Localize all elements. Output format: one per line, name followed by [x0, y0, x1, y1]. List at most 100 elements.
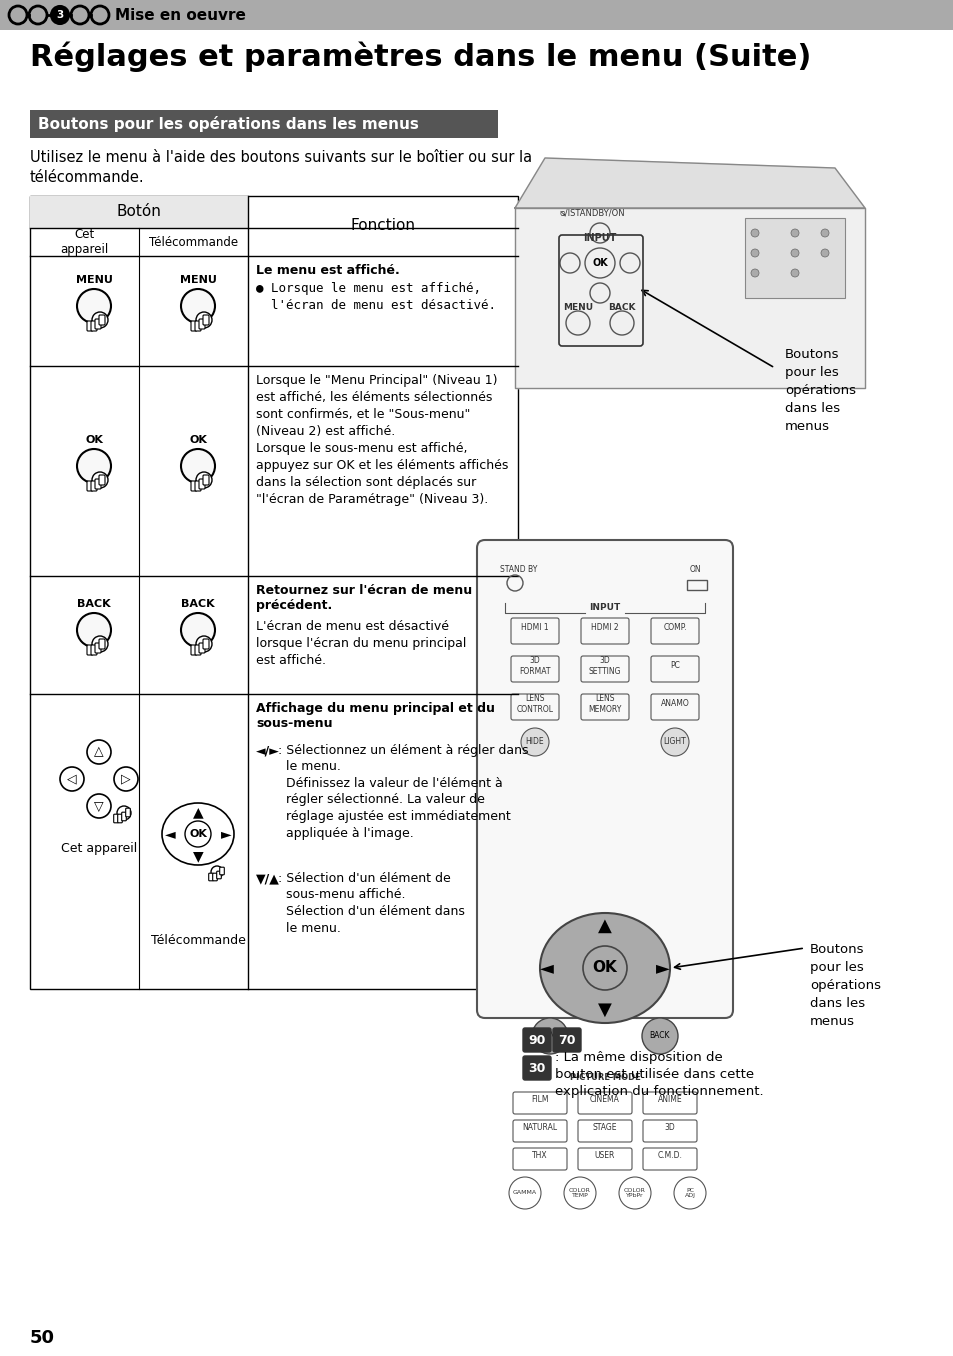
Text: Boutons pour les opérations dans les menus: Boutons pour les opérations dans les men…: [38, 117, 418, 132]
Text: 90: 90: [528, 1033, 545, 1047]
Text: Cet
appareil: Cet appareil: [60, 228, 109, 256]
FancyBboxPatch shape: [87, 321, 92, 331]
Circle shape: [750, 250, 759, 258]
FancyBboxPatch shape: [194, 645, 201, 655]
Circle shape: [609, 311, 634, 335]
Text: CINEMA: CINEMA: [590, 1096, 619, 1105]
Ellipse shape: [539, 913, 669, 1022]
Text: BACK: BACK: [649, 1032, 670, 1040]
FancyBboxPatch shape: [113, 814, 118, 823]
FancyBboxPatch shape: [553, 1028, 580, 1052]
Text: ◄: ◄: [165, 827, 175, 841]
Text: OK: OK: [592, 258, 607, 268]
Text: MENU: MENU: [179, 275, 216, 285]
Circle shape: [211, 866, 223, 877]
Text: HIDE: HIDE: [525, 738, 544, 747]
FancyBboxPatch shape: [199, 479, 205, 490]
Text: STAGE: STAGE: [592, 1124, 617, 1132]
Circle shape: [584, 248, 615, 278]
FancyBboxPatch shape: [91, 481, 97, 491]
Text: PC: PC: [669, 662, 679, 670]
Text: Télécommande: Télécommande: [151, 934, 245, 946]
Circle shape: [589, 222, 609, 243]
Text: Mise en oeuvre: Mise en oeuvre: [115, 8, 246, 23]
Text: ● Lorsque le menu est affiché,
  l'écran de menu est désactivé.: ● Lorsque le menu est affiché, l'écran d…: [255, 282, 496, 312]
Circle shape: [195, 472, 212, 488]
Text: ►: ►: [220, 827, 231, 841]
Text: FILM: FILM: [531, 1096, 548, 1105]
FancyBboxPatch shape: [95, 319, 101, 330]
Circle shape: [51, 5, 69, 24]
FancyBboxPatch shape: [213, 873, 217, 881]
FancyBboxPatch shape: [194, 481, 201, 491]
Circle shape: [117, 805, 131, 820]
FancyBboxPatch shape: [99, 315, 105, 325]
FancyBboxPatch shape: [95, 479, 101, 490]
Text: THX: THX: [532, 1151, 547, 1161]
Circle shape: [790, 229, 799, 237]
FancyBboxPatch shape: [191, 321, 196, 331]
Circle shape: [750, 229, 759, 237]
Bar: [30, 197, 517, 989]
Circle shape: [750, 268, 759, 277]
Circle shape: [559, 254, 579, 273]
Circle shape: [91, 312, 108, 328]
Text: C.M.D.: C.M.D.: [657, 1151, 681, 1161]
Bar: [30, 197, 248, 228]
Circle shape: [91, 636, 108, 652]
Text: INPUT: INPUT: [582, 233, 616, 243]
Text: LENS
MEMORY: LENS MEMORY: [588, 694, 621, 713]
Text: ▲: ▲: [598, 917, 611, 936]
FancyBboxPatch shape: [203, 639, 209, 650]
Text: INPUT: INPUT: [589, 603, 620, 613]
Circle shape: [77, 613, 111, 647]
Circle shape: [790, 250, 799, 258]
Text: ▼: ▼: [598, 1001, 611, 1018]
Text: MENU: MENU: [75, 275, 112, 285]
Text: ᴓ/ISTANDBY/ON: ᴓ/ISTANDBY/ON: [559, 209, 625, 217]
Text: HDMI 2: HDMI 2: [591, 624, 618, 632]
Text: USER: USER: [594, 1151, 615, 1161]
Text: OK: OK: [85, 435, 103, 445]
Text: ◄/►: ◄/►: [255, 744, 279, 757]
Text: ◁: ◁: [67, 773, 77, 785]
Circle shape: [565, 311, 589, 335]
FancyBboxPatch shape: [117, 814, 122, 823]
Circle shape: [181, 289, 214, 323]
Text: MENU: MENU: [538, 1032, 560, 1040]
FancyBboxPatch shape: [203, 315, 209, 325]
Text: BACK: BACK: [77, 599, 111, 609]
Circle shape: [91, 472, 108, 488]
Circle shape: [181, 449, 214, 483]
Text: BACK: BACK: [608, 304, 635, 312]
FancyBboxPatch shape: [522, 1028, 551, 1052]
Text: 3D
FORMAT: 3D FORMAT: [518, 656, 550, 675]
FancyBboxPatch shape: [216, 871, 221, 879]
Text: Télécommande: Télécommande: [149, 236, 238, 248]
Circle shape: [77, 449, 111, 483]
Text: ON: ON: [689, 565, 700, 575]
Text: 3D
SETTING: 3D SETTING: [588, 656, 620, 675]
Text: Boutons
pour les
opérations
dans les
menus: Boutons pour les opérations dans les men…: [809, 942, 880, 1028]
Text: Réglages et paramètres dans le menu (Suite): Réglages et paramètres dans le menu (Sui…: [30, 42, 810, 72]
FancyBboxPatch shape: [199, 643, 205, 654]
Circle shape: [195, 312, 212, 328]
Text: STAND BY: STAND BY: [499, 565, 537, 575]
FancyBboxPatch shape: [203, 475, 209, 485]
Text: ▽: ▽: [94, 800, 104, 812]
Text: OK: OK: [189, 829, 207, 839]
FancyBboxPatch shape: [476, 540, 732, 1018]
FancyBboxPatch shape: [91, 645, 97, 655]
Text: 3: 3: [56, 9, 64, 20]
Text: 50: 50: [30, 1329, 55, 1347]
FancyBboxPatch shape: [522, 1056, 551, 1079]
Circle shape: [641, 1018, 678, 1054]
Text: PICTURE MODE: PICTURE MODE: [569, 1074, 639, 1082]
FancyBboxPatch shape: [199, 319, 205, 330]
Text: : La même disposition de
bouton est utilisée dans cette
explication du fonctionn: : La même disposition de bouton est util…: [555, 1051, 762, 1097]
Text: 3D: 3D: [664, 1124, 675, 1132]
Text: ANIME: ANIME: [657, 1096, 681, 1105]
FancyBboxPatch shape: [87, 481, 92, 491]
Circle shape: [532, 1018, 567, 1054]
Text: Affichage du menu principal et du
sous-menu: Affichage du menu principal et du sous-m…: [255, 702, 495, 730]
